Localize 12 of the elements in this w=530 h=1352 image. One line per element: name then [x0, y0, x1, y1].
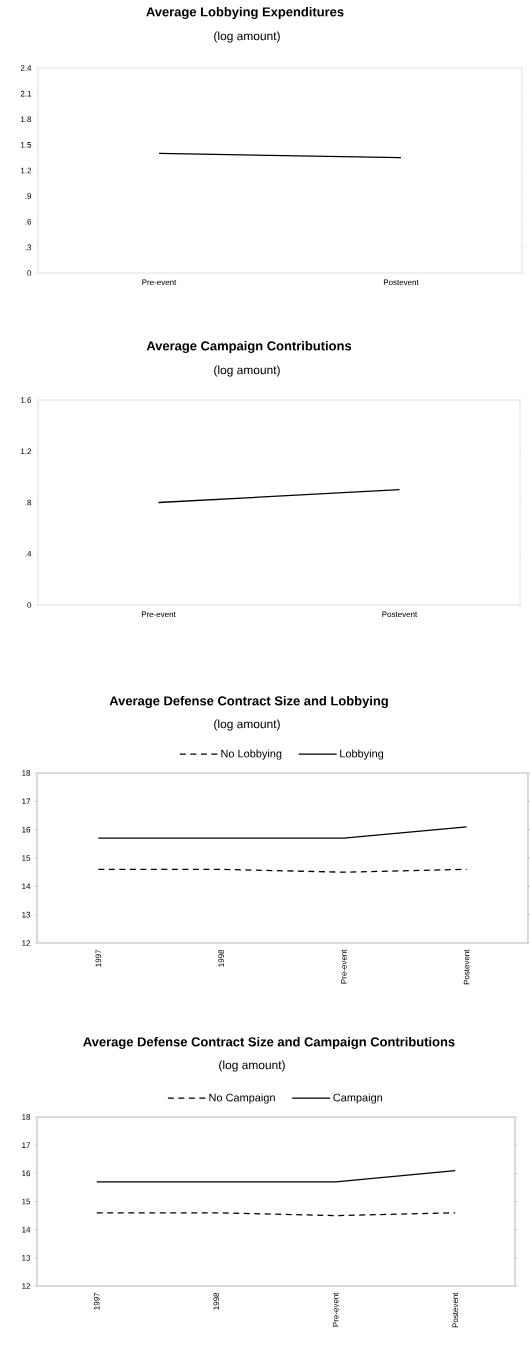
- legend-label: No Lobbying: [221, 749, 282, 760]
- chart-title: Average Defense Contract Size and Campaign Contributions: [83, 1036, 455, 1050]
- chart-title: Average Campaign Contributions: [146, 340, 352, 354]
- chart-subtitle: (log amount): [214, 365, 280, 377]
- chart-subtitle: (log amount): [214, 719, 280, 731]
- chart-subtitle: (log amount): [214, 31, 280, 43]
- legend-label: Campaign: [333, 1093, 383, 1104]
- chart-subtitle: (log amount): [219, 1060, 285, 1072]
- chart-title: Average Lobbying Expenditures: [146, 6, 344, 20]
- legend-label: Lobbying: [340, 749, 384, 760]
- legend-label: No Campaign: [209, 1093, 275, 1104]
- chart-title: Average Defense Contract Size and Lobbying: [109, 695, 388, 709]
